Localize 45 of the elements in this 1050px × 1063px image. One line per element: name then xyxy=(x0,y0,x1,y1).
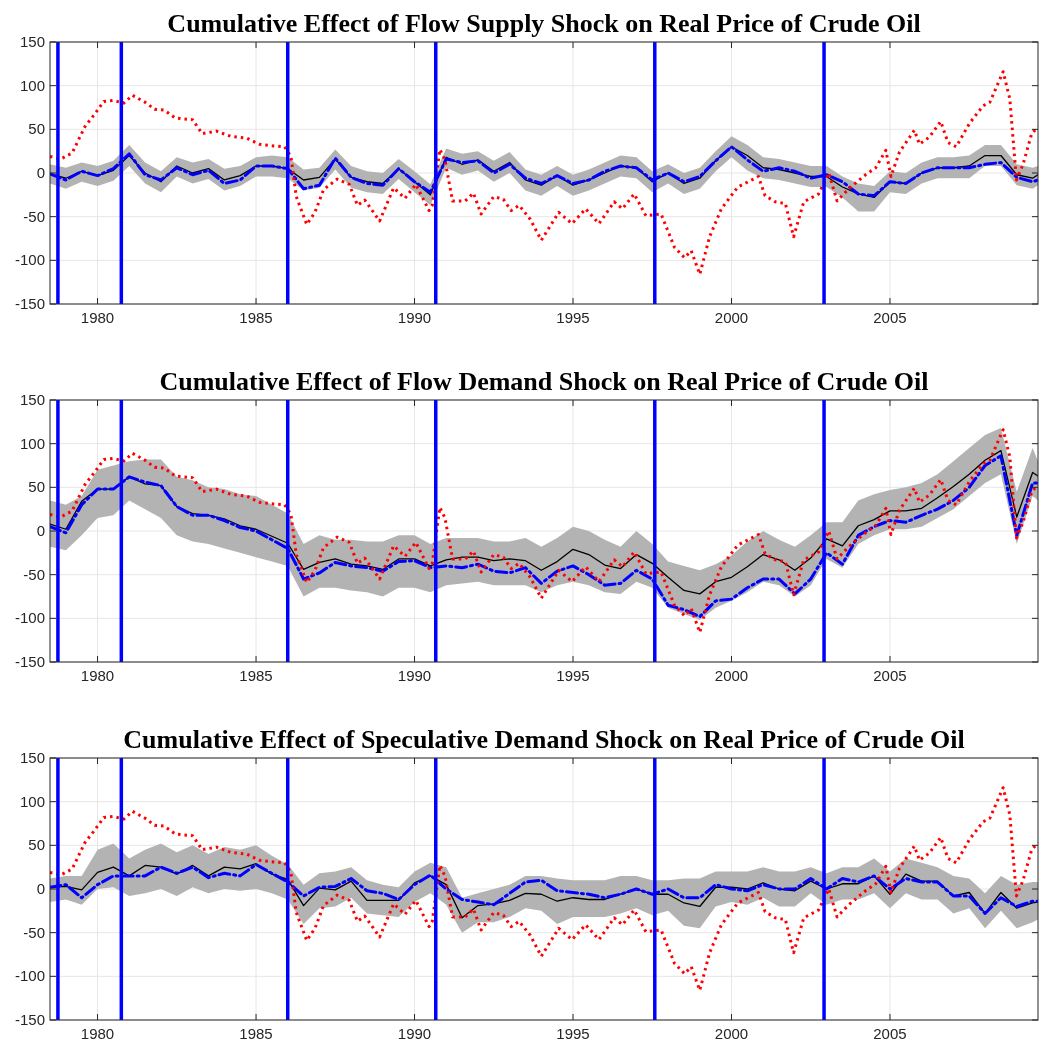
y-tick-label: -50 xyxy=(23,923,45,941)
y-tick-label: 100 xyxy=(19,434,45,452)
x-tick-label: 1995 xyxy=(556,667,590,684)
x-tick-label: 2000 xyxy=(714,1025,749,1042)
chart-title: Cumulative Effect of Flow Supply Shock on Real Price of Crude Oil xyxy=(167,9,921,38)
line-series xyxy=(50,450,1038,595)
y-tick-label: 150 xyxy=(19,33,45,50)
x-tick-label: 1990 xyxy=(397,1025,432,1042)
y-tick-label: -150 xyxy=(14,1011,45,1028)
y-tick-label: 100 xyxy=(19,792,45,810)
y-tick-label: 150 xyxy=(19,391,45,408)
x-tick-label: 2005 xyxy=(873,667,907,684)
y-tick-label: 100 xyxy=(19,76,45,94)
x-tick-label: 1985 xyxy=(239,1025,273,1042)
x-tick-label: 2005 xyxy=(873,1025,907,1042)
line-series xyxy=(50,786,1038,992)
x-tick-label: 1990 xyxy=(397,667,432,684)
y-tick-label: -100 xyxy=(14,609,45,627)
x-tick-label: 1980 xyxy=(80,309,115,326)
y-tick-label: 50 xyxy=(28,120,45,138)
y-tick-label: 0 xyxy=(36,522,45,539)
y-tick-label: -50 xyxy=(23,565,45,583)
y-tick-label: 50 xyxy=(28,836,45,854)
y-tick-label: -100 xyxy=(14,967,45,985)
y-tick-label: -150 xyxy=(14,295,45,312)
x-tick-label: 1980 xyxy=(80,1025,115,1042)
x-tick-label: 1995 xyxy=(556,309,590,326)
chart-title: Cumulative Effect of Speculative Demand Shock on Real Price of Crude Oil xyxy=(123,725,965,754)
chart-title: Cumulative Effect of Flow Demand Shock on Real Price of Crude Oil xyxy=(159,367,929,396)
y-tick-label: 150 xyxy=(19,749,45,766)
x-tick-label: 2005 xyxy=(873,309,907,326)
x-tick-label: 1985 xyxy=(239,667,273,684)
y-tick-label: -100 xyxy=(14,251,45,269)
x-tick-label: 1980 xyxy=(80,667,115,684)
y-tick-label: 0 xyxy=(36,164,45,181)
y-tick-label: -50 xyxy=(23,207,45,225)
x-tick-label: 1995 xyxy=(556,1025,590,1042)
x-tick-label: 2000 xyxy=(714,667,749,684)
x-tick-label: 1985 xyxy=(239,309,273,326)
y-tick-label: 0 xyxy=(36,880,45,897)
line-series xyxy=(50,70,1038,276)
y-tick-label: 50 xyxy=(28,478,45,496)
x-tick-label: 2000 xyxy=(714,309,749,326)
x-tick-label: 1990 xyxy=(397,309,432,326)
y-tick-label: -150 xyxy=(14,653,45,670)
